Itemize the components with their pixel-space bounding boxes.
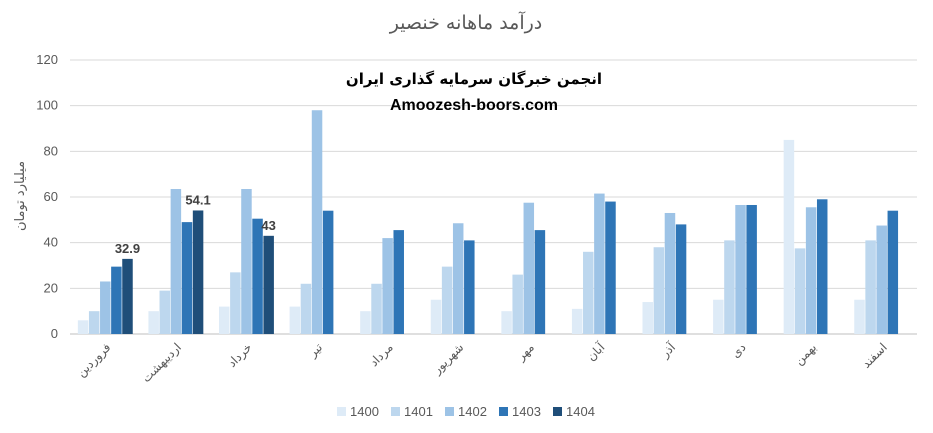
data-label: 32.9: [115, 241, 140, 256]
y-tick-label: 20: [44, 280, 58, 295]
legend-swatch: [553, 407, 562, 416]
bar-1403-1: [111, 266, 122, 334]
bar-1400-9: [642, 302, 654, 334]
bar-1400-8: [571, 308, 583, 334]
category-label: شهریور: [429, 340, 467, 378]
bar-1401-6: [441, 266, 453, 334]
bar-1400-11: [783, 139, 795, 334]
y-tick-label: 60: [44, 189, 58, 204]
legend-label: 1401: [404, 404, 433, 419]
bar-1400-4: [289, 306, 301, 334]
data-label: 54.1: [185, 192, 210, 207]
bar-1403-7: [534, 230, 546, 334]
legend-swatch: [337, 407, 346, 416]
bar-1402-2: [170, 189, 182, 334]
category-labels: فروردین اردیبهشت خرداد تیر مرداد شهریور مهر آبا…: [74, 339, 890, 386]
category-label: اردیبهشت: [139, 340, 185, 386]
category-label: آبان: [583, 339, 608, 364]
category-label: آذر: [657, 339, 680, 362]
data-label: 43: [261, 218, 275, 233]
legend-label: 1404: [566, 404, 595, 419]
bar-1403-11: [816, 199, 828, 334]
category-label: تیر: [305, 340, 326, 361]
bar-1400-12: [854, 299, 865, 334]
bar-1401-11: [794, 248, 806, 334]
bar-1403-9: [675, 224, 687, 334]
y-tick-label: 120: [36, 52, 58, 67]
legend-label: 1403: [512, 404, 541, 419]
y-tick-label: 0: [51, 326, 58, 341]
data-labels: 32.9 54.1 43: [115, 192, 276, 255]
category-label: دی: [728, 340, 748, 360]
bar-1403-12: [887, 210, 899, 334]
bar-1402-6: [452, 223, 464, 334]
bar-1403-3: [252, 218, 263, 334]
category-label: خرداد: [225, 340, 255, 370]
bar-1401-10: [724, 240, 735, 334]
y-tick-label: 80: [44, 143, 58, 158]
category-label: مرداد: [367, 340, 397, 370]
bar-1402-10: [735, 204, 746, 334]
category-label: بهمن: [792, 340, 820, 368]
gridlines: [70, 59, 917, 335]
bar-1403-5: [393, 230, 404, 334]
bar-1401-5: [371, 283, 382, 334]
legend-swatch: [391, 407, 400, 416]
bar-1401-3: [230, 272, 241, 334]
legend-swatch: [499, 407, 508, 416]
bar-1400-7: [501, 311, 512, 334]
bar-1402-12: [876, 225, 887, 334]
category-label: اسفند: [859, 340, 890, 371]
category-label: مهر: [513, 340, 537, 364]
bar-1402-9: [664, 212, 676, 334]
y-axis-label: میلیارد تومان: [13, 161, 28, 231]
bar-1404-1: [122, 258, 133, 334]
bars: [77, 110, 899, 334]
bar-1401-9: [653, 247, 665, 334]
bar-1403-6: [464, 240, 475, 334]
bar-1403-10: [746, 204, 757, 334]
bar-1403-4: [322, 210, 334, 334]
category-label: فروردین: [74, 340, 114, 380]
bar-1402-1: [100, 281, 111, 334]
bar-1402-8: [594, 193, 605, 334]
y-tick-label: 100: [36, 98, 58, 113]
bar-1401-1: [88, 311, 100, 334]
bar-1401-12: [865, 240, 876, 334]
watermark-line1: انجمن خبرگان سرمایه گذاری ایران: [346, 70, 602, 88]
bar-1404-3: [263, 235, 274, 334]
bar-1402-3: [241, 189, 252, 334]
bar-1401-7: [512, 274, 523, 334]
bar-1403-2: [181, 222, 193, 334]
bar-1400-6: [430, 299, 442, 334]
legend-swatch: [445, 407, 454, 416]
bar-1404-2: [192, 210, 204, 334]
bar-1400-5: [360, 311, 371, 334]
bar-1400-10: [713, 299, 724, 334]
legend-label: 1402: [458, 404, 487, 419]
bar-1402-11: [805, 207, 817, 334]
bar-1401-4: [300, 283, 312, 334]
y-axis-ticks: 0 20 40 60 80 100 120: [36, 52, 58, 341]
chart-title: درآمد ماهانه خنصیر: [389, 10, 543, 34]
bar-1400-3: [219, 306, 230, 334]
legend: 1400 1401 1402 1403 1404: [337, 404, 595, 419]
watermark-line2: Amoozesh-boors.com: [390, 97, 558, 114]
bar-1400-1: [77, 320, 89, 334]
bar-1402-7: [523, 202, 535, 334]
bar-1402-5: [382, 238, 393, 334]
bar-1401-8: [583, 251, 594, 334]
bar-1400-2: [148, 311, 159, 334]
bar-1402-4: [311, 110, 323, 334]
y-tick-label: 40: [44, 235, 58, 250]
legend-label: 1400: [350, 404, 379, 419]
bar-1401-2: [159, 290, 171, 334]
bar-1403-8: [605, 201, 616, 334]
